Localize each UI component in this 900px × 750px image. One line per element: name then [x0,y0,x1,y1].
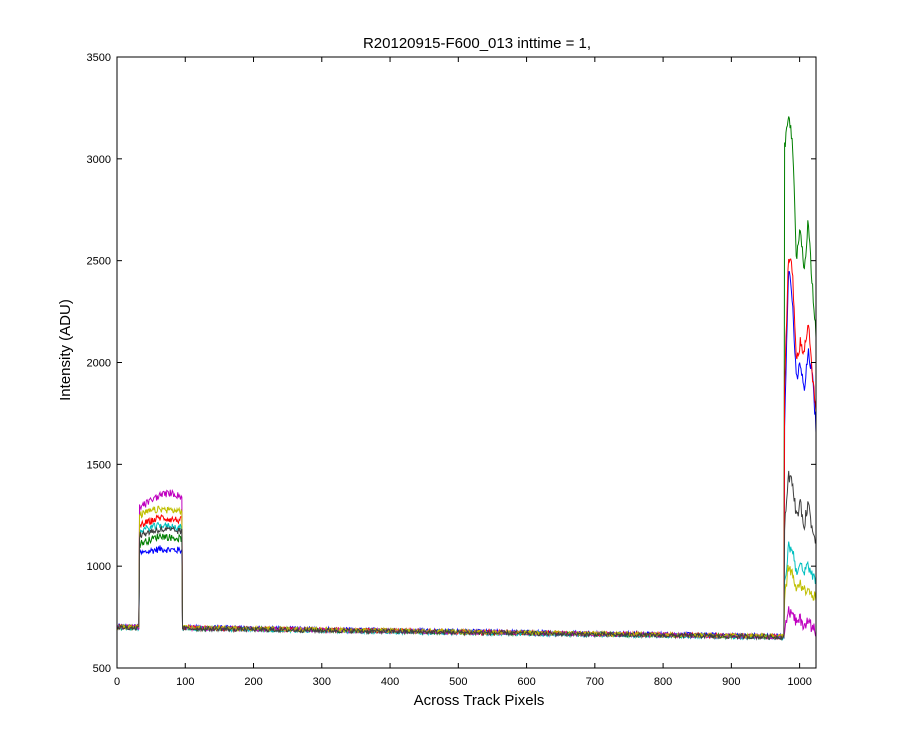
y-tick-label: 1500 [87,459,111,471]
y-tick-label: 1000 [87,561,111,573]
series-line-7 [116,470,817,641]
x-tick-label: 0 [114,676,120,688]
y-tick-label: 3500 [87,52,111,64]
x-axis-label: Across Track Pixels [414,692,545,709]
x-tick-label: 700 [586,676,604,688]
y-axis-label: Intensity (ADU) [57,299,74,401]
x-tick-label: 400 [381,676,399,688]
series-group [116,116,817,641]
x-tick-label: 300 [313,676,331,688]
x-axis: 0 100 200 300 400 500 600 700 800 900 1000 [114,57,812,688]
x-tick-label: 500 [449,676,467,688]
x-tick-label: 100 [176,676,194,688]
y-tick-label: 500 [93,663,111,675]
x-tick-label: 200 [244,676,262,688]
y-tick-label: 2500 [87,256,111,268]
x-tick-label: 800 [654,676,672,688]
x-tick-label: 600 [517,676,535,688]
y-tick-label: 3000 [87,154,111,166]
x-tick-label: 1000 [787,676,811,688]
y-tick-label: 2000 [87,358,111,370]
y-axis: 500 1000 1500 2000 2500 3000 3500 [87,52,816,675]
chart-title: R20120915-F600_013 inttime = 1, [363,35,591,52]
x-tick-label: 900 [722,676,740,688]
